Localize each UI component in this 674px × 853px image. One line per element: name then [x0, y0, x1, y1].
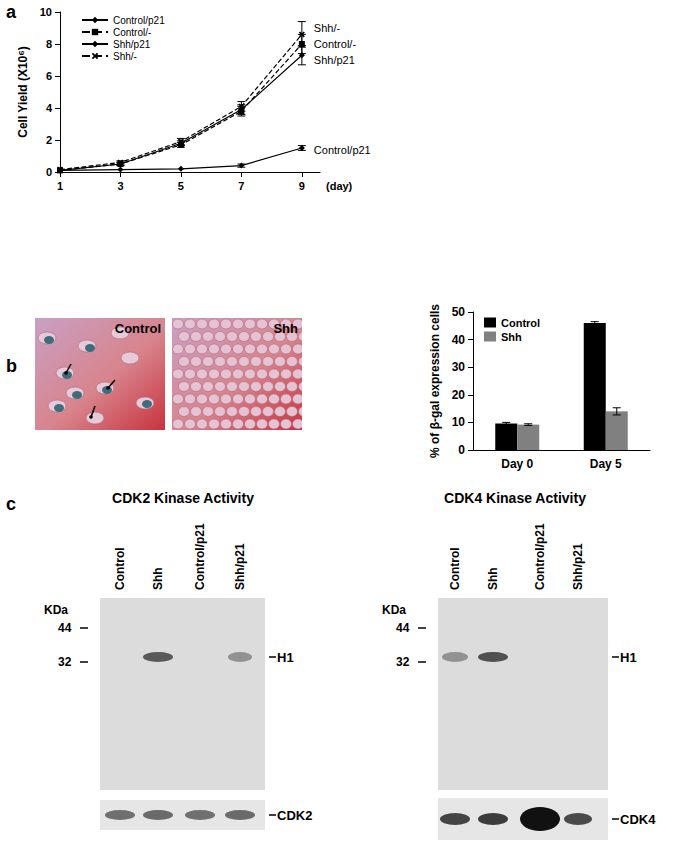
svg-text:40: 40	[452, 333, 466, 347]
svg-text:CDK2 Kinase Activity: CDK2 Kinase Activity	[112, 490, 254, 506]
svg-text:Control: Control	[113, 547, 127, 590]
svg-text:c: c	[6, 494, 16, 514]
svg-text:Shh/p21: Shh/p21	[113, 39, 151, 50]
svg-text:Shh: Shh	[273, 321, 298, 336]
svg-text:50: 50	[452, 305, 466, 319]
svg-text:Control/-: Control/-	[113, 27, 151, 38]
svg-text:3: 3	[117, 180, 123, 192]
svg-text:Control/p21: Control/p21	[533, 523, 547, 590]
svg-text:Shh/p21: Shh/p21	[233, 543, 247, 590]
svg-text:Control/-: Control/-	[314, 38, 357, 50]
svg-text:% of β-gal expression cells: % of β-gal expression cells	[428, 304, 442, 458]
svg-text:Shh/-: Shh/-	[113, 51, 137, 62]
svg-text:H1: H1	[620, 650, 637, 665]
svg-text:KDa: KDa	[44, 603, 68, 617]
svg-text:2: 2	[46, 134, 52, 146]
svg-text:H1: H1	[277, 650, 294, 665]
svg-text:Control: Control	[115, 321, 161, 336]
svg-text:CDK4: CDK4	[620, 812, 656, 827]
svg-text:20: 20	[452, 388, 466, 402]
svg-text:10: 10	[40, 6, 52, 18]
svg-text:30: 30	[452, 360, 466, 374]
svg-text:0: 0	[46, 166, 52, 178]
svg-text:a: a	[6, 2, 17, 22]
svg-text:8: 8	[46, 38, 52, 50]
svg-text:Control: Control	[501, 317, 540, 329]
svg-text:Control: Control	[448, 547, 462, 590]
svg-text:Shh/p21: Shh/p21	[314, 54, 355, 66]
svg-text:1: 1	[57, 180, 63, 192]
svg-text:4: 4	[46, 102, 53, 114]
svg-text:(day): (day)	[326, 180, 353, 192]
svg-text:44: 44	[58, 621, 72, 635]
svg-text:CDK2: CDK2	[277, 808, 312, 823]
svg-text:KDa: KDa	[382, 603, 406, 617]
svg-text:Control/p21: Control/p21	[193, 523, 207, 590]
svg-text:CDK4 Kinase Activity: CDK4 Kinase Activity	[444, 490, 586, 506]
svg-text:Shh: Shh	[501, 331, 522, 343]
svg-text:Control/p21: Control/p21	[314, 144, 371, 156]
svg-text:Control/p21: Control/p21	[113, 15, 165, 26]
svg-text:Shh/-: Shh/-	[314, 22, 341, 34]
svg-text:Cell Yield (X10⁶): Cell Yield (X10⁶)	[16, 46, 30, 138]
svg-text:Shh/p21: Shh/p21	[571, 543, 585, 590]
svg-text:b: b	[6, 356, 17, 376]
svg-text:9: 9	[299, 180, 305, 192]
svg-text:6: 6	[46, 70, 52, 82]
svg-text:0: 0	[458, 443, 465, 457]
svg-text:Day 0: Day 0	[501, 457, 533, 471]
svg-text:32: 32	[58, 655, 72, 669]
svg-text:7: 7	[238, 180, 244, 192]
svg-text:Day 5: Day 5	[590, 457, 622, 471]
svg-text:5: 5	[178, 180, 184, 192]
svg-text:32: 32	[396, 655, 410, 669]
svg-text:Shh: Shh	[486, 567, 500, 590]
svg-text:Shh: Shh	[151, 567, 165, 590]
svg-text:10: 10	[452, 415, 466, 429]
svg-text:44: 44	[396, 621, 410, 635]
